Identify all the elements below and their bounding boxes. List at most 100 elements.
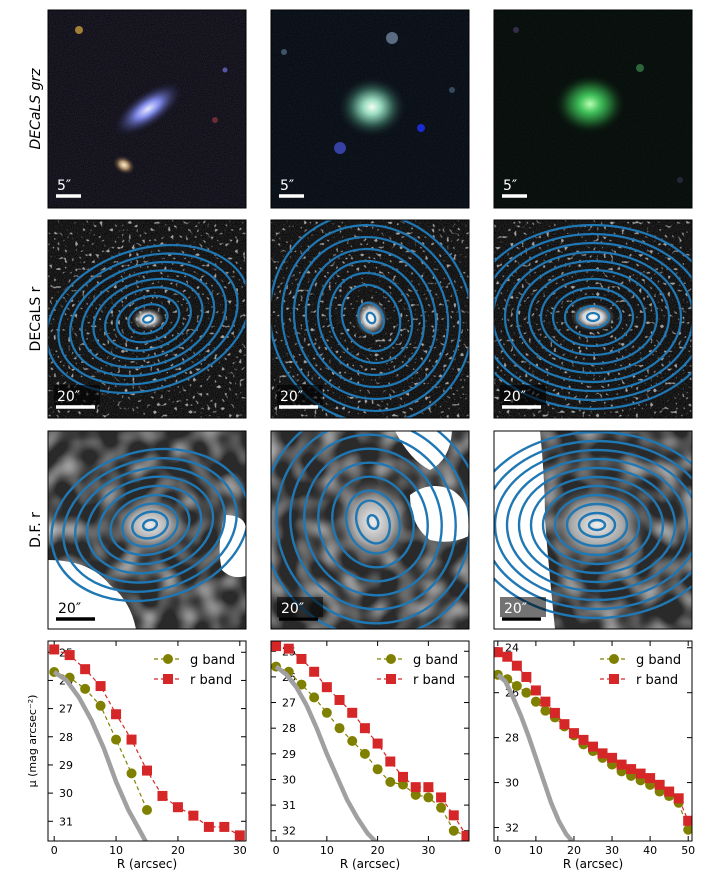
- y-tick-label: 30: [505, 777, 519, 790]
- plot-frame: [270, 640, 470, 842]
- psf-profile-line: [52, 670, 149, 841]
- g-band-point: [436, 802, 447, 813]
- g-band-point: [448, 825, 459, 836]
- r-band-point: [511, 660, 522, 671]
- legend-marker-square: [163, 674, 173, 684]
- r-band-point: [626, 764, 637, 775]
- r-band-point: [203, 821, 214, 832]
- g-band-point: [372, 764, 383, 775]
- row-label-df-r: D.F. r: [28, 512, 44, 548]
- r-band-point: [502, 651, 513, 662]
- x-axis-label: R (arcsec): [340, 857, 400, 871]
- x-tick-label: 20: [567, 844, 581, 857]
- r-band-point: [271, 641, 282, 652]
- y-tick-label: 32: [282, 825, 296, 838]
- r-band-point: [172, 802, 183, 813]
- legend-label: r band: [190, 673, 232, 688]
- g-band-line: [275, 666, 467, 837]
- r-band-point: [309, 666, 320, 677]
- g-band-point: [347, 736, 358, 746]
- legend-label: r band: [413, 673, 455, 688]
- x-tick-label: 0: [494, 844, 501, 857]
- r-band-point: [111, 709, 122, 720]
- x-tick-label: 30: [605, 844, 619, 857]
- r-band-point: [142, 765, 152, 776]
- g-band-point: [521, 687, 532, 698]
- x-tick-label: 40: [643, 844, 657, 857]
- r-band-point: [64, 650, 75, 661]
- plot-area: [271, 641, 469, 841]
- y-tick-label: 27: [59, 703, 73, 716]
- y-tick-label: 24: [505, 642, 519, 655]
- g-band-point: [540, 705, 551, 716]
- r-band-point: [521, 671, 532, 682]
- r-band-line: [275, 645, 468, 837]
- legend-label: r band: [636, 673, 678, 688]
- r-band-point: [334, 694, 345, 705]
- r-band-point: [347, 707, 358, 718]
- x-tick-label: 0: [51, 844, 58, 857]
- x-tick-label: 10: [529, 844, 543, 857]
- y-tick-label: 30: [59, 787, 73, 800]
- y-tick-label: 29: [282, 748, 296, 761]
- y-tick-label: 28: [282, 722, 296, 735]
- r-band-point: [588, 741, 598, 752]
- legend-label: g band: [636, 653, 681, 668]
- plot-frame: [47, 640, 247, 842]
- g-band-point: [334, 723, 345, 734]
- y-tick-label: 30: [282, 773, 296, 786]
- r-band-point: [448, 810, 459, 821]
- image-grz-3: [494, 10, 692, 208]
- r-band-point: [559, 719, 570, 730]
- plot-frame: [493, 640, 693, 842]
- r-band-point: [436, 792, 447, 803]
- r-band-point: [673, 793, 684, 804]
- g-band-point: [95, 700, 106, 711]
- r-band-point: [157, 790, 168, 801]
- x-tick-label: 20: [371, 844, 385, 857]
- psf-profile-line: [496, 673, 576, 841]
- r-band-point: [461, 830, 469, 841]
- image-df-r-2: [271, 431, 469, 629]
- r-band-point: [80, 664, 91, 675]
- scale-label-2-3: 20″: [503, 389, 526, 405]
- g-band-point: [296, 679, 307, 690]
- legend-marker-square: [609, 674, 619, 684]
- legend-marker-circle: [386, 654, 396, 664]
- legend-label: g band: [190, 653, 235, 668]
- g-band-point: [511, 680, 522, 691]
- scale-label-3-3: 20″: [504, 601, 527, 617]
- r-band-point: [494, 647, 503, 658]
- x-tick-label: 20: [171, 844, 185, 857]
- y-tick-label: 31: [282, 799, 296, 812]
- x-tick-label: 30: [421, 844, 435, 857]
- scale-label-3-1: 20″: [58, 601, 81, 617]
- g-band-point: [359, 748, 370, 759]
- legend-marker-square: [386, 674, 396, 684]
- r-band-point: [635, 768, 646, 779]
- y-tick-label: 27: [282, 697, 296, 710]
- scale-label-3-2: 20″: [281, 601, 304, 617]
- g-band-point: [530, 696, 541, 707]
- y-tick-label: 31: [59, 815, 73, 828]
- x-axis-label: R (arcsec): [117, 857, 177, 871]
- scale-label-2-2: 20″: [280, 389, 303, 405]
- psf-profile-line: [274, 664, 379, 841]
- r-band-point: [568, 728, 579, 739]
- plot-area: [49, 644, 245, 841]
- r-band-point: [597, 748, 608, 759]
- r-band-point: [321, 682, 332, 693]
- g-band-point: [80, 683, 91, 694]
- r-band-point: [49, 644, 60, 655]
- g-band-point: [385, 777, 396, 788]
- r-band-point: [385, 756, 396, 767]
- r-band-point: [540, 696, 551, 707]
- r-band-point: [654, 779, 665, 790]
- image-grz-2: [271, 10, 469, 208]
- r-band-point: [616, 759, 627, 770]
- row-label-decals-grz: DECaLS grz: [28, 68, 44, 150]
- y-tick-label: 28: [59, 731, 73, 744]
- y-axis-label: μ (mag arcsec⁻²): [26, 695, 39, 788]
- g-band-point: [309, 692, 320, 703]
